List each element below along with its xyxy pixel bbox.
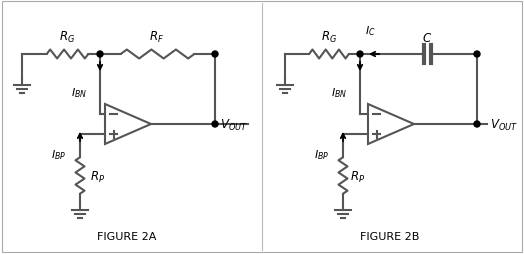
Text: $I_C$: $I_C$ (365, 24, 375, 38)
FancyBboxPatch shape (2, 2, 522, 252)
Text: FIGURE 2B: FIGURE 2B (361, 231, 420, 241)
Text: $R_P$: $R_P$ (90, 169, 105, 184)
Text: $R_G$: $R_G$ (321, 30, 337, 45)
Text: $I_{BN}$: $I_{BN}$ (331, 86, 347, 100)
Text: FIGURE 2A: FIGURE 2A (97, 231, 157, 241)
Text: $R_P$: $R_P$ (350, 169, 365, 184)
Circle shape (212, 121, 218, 128)
Text: $I_{BP}$: $I_{BP}$ (51, 148, 66, 161)
Text: $V_{OUT}$: $V_{OUT}$ (220, 117, 248, 132)
Text: $R_G$: $R_G$ (59, 30, 75, 45)
Circle shape (212, 52, 218, 58)
Text: $I_{BN}$: $I_{BN}$ (71, 86, 87, 100)
Text: $V_{OUT}$: $V_{OUT}$ (490, 117, 518, 132)
Text: $R_F$: $R_F$ (149, 30, 165, 45)
Circle shape (97, 52, 103, 58)
Text: $I_{BP}$: $I_{BP}$ (314, 148, 329, 161)
Circle shape (357, 52, 363, 58)
Text: $C$: $C$ (422, 32, 433, 45)
Circle shape (474, 121, 480, 128)
Circle shape (474, 52, 480, 58)
